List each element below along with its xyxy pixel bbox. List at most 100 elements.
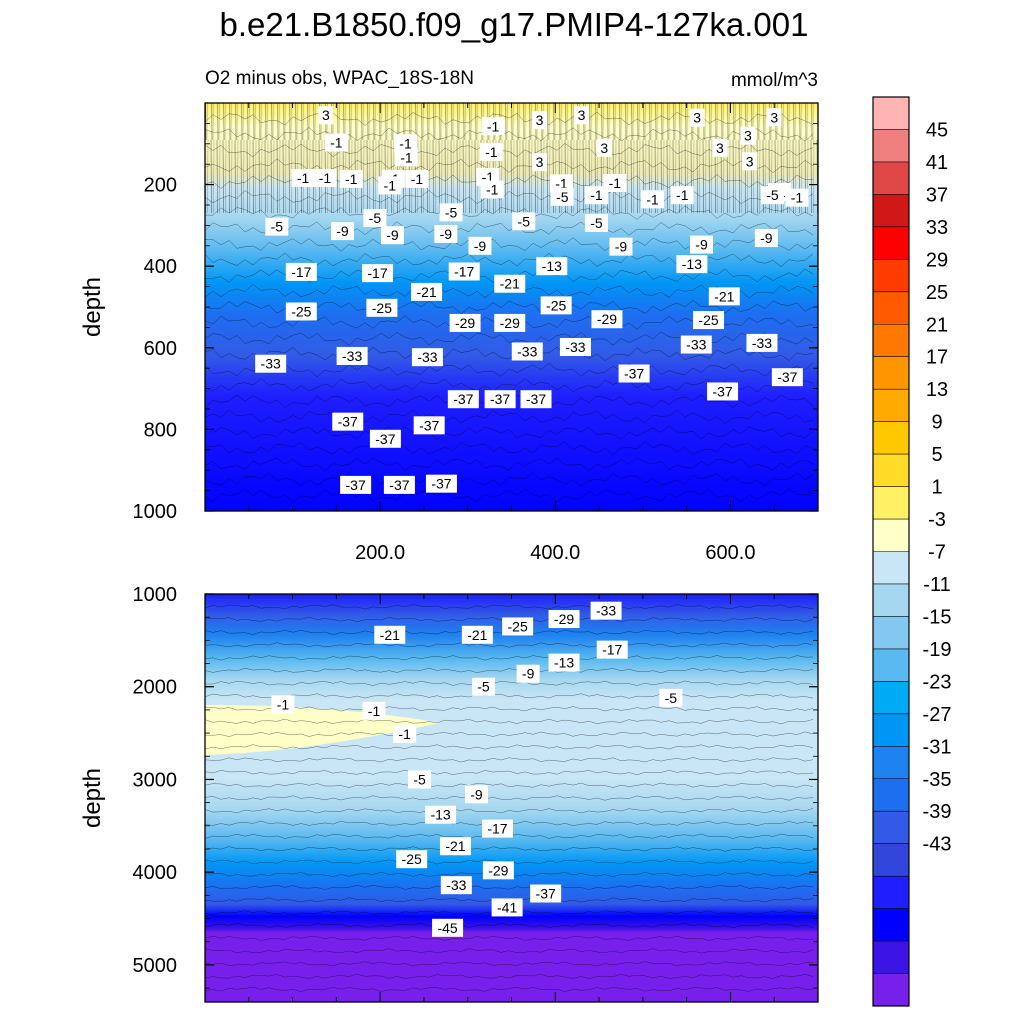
svg-text:-1: -1: [676, 187, 689, 203]
contour-label: 3: [689, 108, 705, 127]
svg-text:-17: -17: [367, 265, 387, 281]
colorbar-box: [873, 194, 909, 228]
colorbar-box: [873, 648, 909, 682]
upper-contour-noise: [205, 103, 818, 213]
units-label: mmol/m^3: [731, 70, 818, 91]
contour-label: -25: [366, 298, 398, 317]
contour-line: [205, 127, 814, 142]
svg-text:-17: -17: [291, 264, 311, 280]
contour-label: -1: [670, 186, 694, 205]
contour-label: -37: [383, 475, 415, 494]
contour-label: -1: [362, 701, 386, 720]
colorbar-box: [873, 778, 909, 812]
contour-line: [205, 604, 814, 610]
contour-label: -33: [255, 354, 287, 373]
svg-text:-37: -37: [624, 366, 644, 382]
contour-label: -33: [411, 348, 443, 367]
svg-text:3: 3: [536, 112, 544, 128]
contour-label: -29: [548, 610, 580, 629]
svg-text:-1: -1: [590, 187, 603, 203]
contour-label: -5: [550, 187, 574, 206]
colorbar-box: [873, 811, 909, 844]
contour-line: [205, 252, 814, 268]
svg-text:-9: -9: [760, 230, 773, 246]
colorbar-box: [873, 389, 909, 422]
svg-text:-9: -9: [695, 237, 708, 253]
contour-label: -1: [481, 117, 505, 136]
svg-text:3: 3: [536, 154, 544, 170]
contour-line: [205, 158, 814, 174]
lower-y-axis: 1000 2000 3000 4000 5000: [133, 584, 818, 989]
contour-label: -37: [771, 368, 803, 387]
svg-text:-29: -29: [554, 611, 574, 627]
colorbar-box: [873, 259, 909, 293]
contour-label: -5: [439, 203, 463, 222]
contour-label: -17: [481, 819, 513, 838]
colorbar-label: -3: [928, 509, 946, 531]
svg-text:-37: -37: [389, 477, 409, 493]
svg-text:-9: -9: [615, 239, 628, 255]
y-tick-label: 1000: [133, 501, 178, 523]
svg-text:-9: -9: [522, 666, 535, 682]
colorbar-box: [873, 356, 909, 390]
contour-line: [205, 472, 814, 487]
svg-text:-29: -29: [597, 311, 617, 327]
contour-label: -37: [340, 475, 372, 494]
svg-text:-21: -21: [416, 284, 436, 300]
svg-text:-37: -37: [431, 476, 451, 492]
contour-label: -33: [440, 876, 472, 895]
colorbar-box: [873, 876, 909, 909]
contour-label: -37: [520, 390, 552, 409]
lower-x-axis: [248, 594, 775, 1002]
contour-label: 3: [318, 106, 334, 125]
colorbar-box: [873, 973, 909, 1007]
svg-text:-25: -25: [508, 618, 528, 634]
contour-label: -9: [330, 222, 354, 241]
svg-text:-25: -25: [372, 300, 392, 316]
colorbar-box: [873, 486, 909, 520]
colorbar-box: [873, 421, 909, 455]
svg-text:-5: -5: [665, 690, 678, 706]
svg-text:3: 3: [746, 153, 754, 169]
contour-label: -17: [285, 262, 317, 281]
svg-text:-37: -37: [346, 477, 366, 493]
colorbar-box: [873, 583, 909, 617]
contour-label: 3: [596, 138, 612, 157]
contour-label: -1: [584, 186, 608, 205]
svg-text:-33: -33: [517, 343, 537, 359]
contour-line: [205, 769, 814, 775]
svg-text:-37: -37: [453, 391, 473, 407]
svg-text:-25: -25: [698, 312, 718, 328]
svg-text:-5: -5: [556, 189, 569, 205]
colorbar-label: -7: [928, 542, 946, 564]
colorbar-box: [873, 129, 909, 163]
svg-text:-37: -37: [375, 431, 395, 447]
contour-line: [205, 859, 814, 865]
contour-label: -5: [659, 688, 683, 707]
svg-text:-1: -1: [297, 170, 310, 186]
contour-label: -37: [332, 412, 364, 431]
x-tick-label: 400.0: [530, 542, 580, 564]
contour-label: -21: [494, 274, 526, 293]
svg-text:-5: -5: [445, 204, 458, 220]
contour-line: [205, 922, 814, 929]
svg-text:-9: -9: [336, 223, 349, 239]
contour-label: -37: [425, 474, 457, 493]
contour-label: -9: [754, 229, 778, 248]
svg-text:-13: -13: [554, 655, 574, 671]
svg-text:-45: -45: [437, 920, 457, 936]
contour-label: -21: [374, 625, 406, 644]
svg-text:-1: -1: [411, 171, 424, 187]
contour-line: [205, 205, 814, 221]
contour-label: -25: [396, 850, 428, 869]
colorbar-box: [873, 746, 909, 780]
contour-label: -9: [434, 224, 458, 243]
svg-text:-21: -21: [380, 627, 400, 643]
colorbar-label: 21: [926, 314, 948, 336]
contour-line: [205, 409, 814, 424]
contour-label: -33: [590, 601, 622, 620]
svg-text:-1: -1: [485, 144, 498, 160]
y-tick-label: 5000: [133, 955, 178, 977]
